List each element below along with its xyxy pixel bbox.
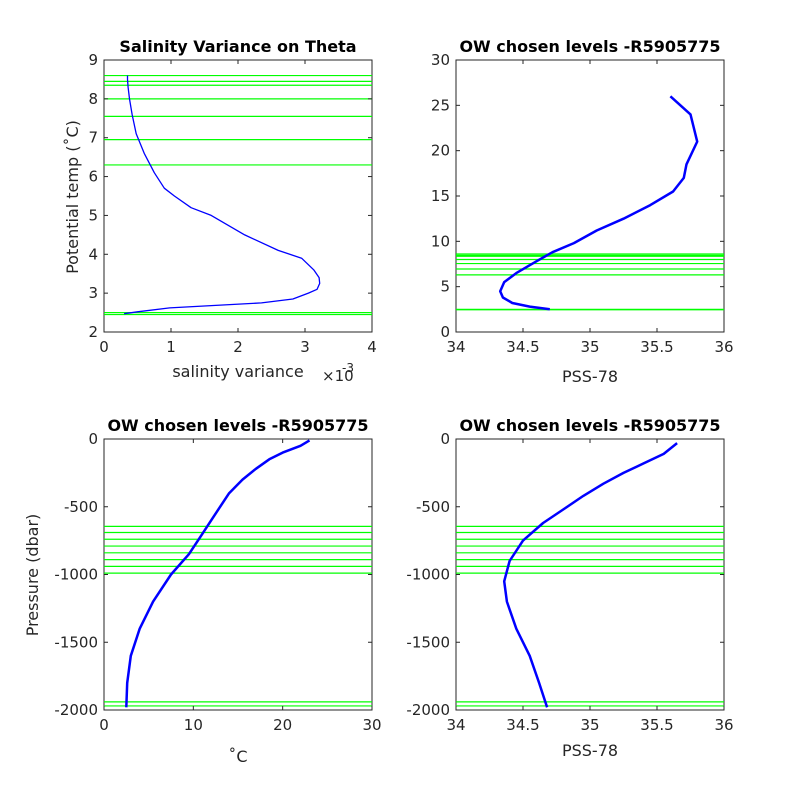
y-tick-label: 8 [88, 90, 98, 108]
y-tick-label: 5 [88, 206, 98, 224]
panel-salinity-variance: Salinity Variance on Theta salinity vari… [63, 37, 377, 385]
x-tick-label: 1 [166, 338, 176, 356]
plot-area [103, 59, 373, 333]
x-tick-label: 35 [580, 716, 599, 734]
x-tick-label: 10 [184, 716, 203, 734]
panel-pressure-salinity: OW chosen levels -R5905775 PSS-78 34 34.5… [406, 416, 733, 760]
y-tick-label: 6 [88, 168, 98, 186]
x-tick-label: 34 [446, 716, 465, 734]
x-tick-label: 36 [714, 716, 733, 734]
y-tick-label: -1500 [54, 633, 98, 651]
y-axis-label: Potential temp (˚C) [63, 120, 82, 274]
x-tick-label: 34 [446, 338, 465, 356]
x-tick-label: 35.5 [640, 338, 673, 356]
y-tick-label: -1000 [54, 566, 98, 584]
x-tick-label: 20 [273, 716, 292, 734]
panel-title: Salinity Variance on Theta [119, 37, 356, 56]
y-tick-label: 0 [440, 323, 450, 341]
x-tick-label: 0 [99, 716, 109, 734]
y-tick-label: 30 [431, 51, 450, 69]
x-tick-label: 35.5 [640, 716, 673, 734]
plot-area [103, 438, 373, 711]
y-tick-label: 20 [431, 142, 450, 160]
x-axis-exponent: -3 [342, 361, 354, 375]
x-tick-label: 3 [300, 338, 310, 356]
y-tick-label: 7 [88, 129, 98, 147]
panel-title: OW chosen levels -R5905775 [107, 416, 368, 435]
y-tick-label: 0 [88, 430, 98, 448]
y-tick-label: -1000 [406, 566, 450, 584]
y-tick-label: 10 [431, 232, 450, 250]
x-axis-label: PSS-78 [562, 741, 618, 760]
y-tick-label: -2000 [406, 701, 450, 719]
y-tick-label: 0 [440, 430, 450, 448]
y-tick-label: 2 [88, 323, 98, 341]
x-tick-label: 0 [99, 338, 109, 356]
x-tick-label: 30 [362, 716, 381, 734]
y-tick-label: -500 [64, 498, 98, 516]
panel-theta-salinity: OW chosen levels -R5905775 PSS-78 34 34.5… [431, 37, 734, 386]
y-tick-label: 5 [440, 278, 450, 296]
x-tick-label: 36 [714, 338, 733, 356]
x-tick-label: 35 [580, 338, 599, 356]
panel-title: OW chosen levels -R5905775 [459, 416, 720, 435]
plot-area [455, 59, 725, 333]
y-tick-label: 9 [88, 51, 98, 69]
x-axis-label: PSS-78 [562, 367, 618, 386]
x-tick-label: 34.5 [506, 338, 539, 356]
x-axis-exponent-base: ×10 [322, 367, 354, 385]
y-tick-label: -2000 [54, 701, 98, 719]
x-tick-label: 2 [233, 338, 243, 356]
y-tick-label: 3 [88, 284, 98, 302]
y-tick-label: 4 [88, 245, 98, 263]
x-axis-label: ˚C [228, 747, 247, 766]
x-axis-label: salinity variance [172, 362, 303, 381]
y-tick-label: -1500 [406, 633, 450, 651]
y-tick-label: 15 [431, 187, 450, 205]
series-line [502, 442, 678, 708]
series-line [124, 75, 321, 315]
series-line [498, 95, 699, 311]
y-axis-label: Pressure (dbar) [23, 514, 42, 637]
panel-pressure-temperature: OW chosen levels -R5905775 ˚C Pressure (… [23, 416, 382, 766]
y-tick-label: 25 [431, 96, 450, 114]
x-tick-label: 34.5 [506, 716, 539, 734]
series-line [125, 439, 311, 708]
y-tick-label: -500 [416, 498, 450, 516]
plot-area [455, 438, 725, 711]
panel-title: OW chosen levels -R5905775 [459, 37, 720, 56]
x-tick-label: 4 [367, 338, 377, 356]
